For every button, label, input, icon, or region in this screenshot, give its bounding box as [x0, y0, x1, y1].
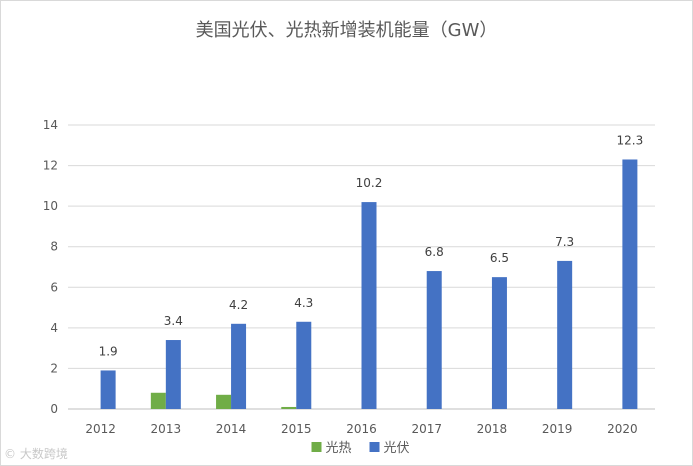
y-tick-label: 10 [43, 199, 58, 213]
data-labels: 1.9 3.4 4.2 4.3 10.2 6.8 6.5 7.3 12.3 [99, 133, 644, 358]
watermark: © 大数跨境 [4, 445, 68, 462]
data-label: 4.2 [229, 298, 248, 312]
legend: 光热 光伏 [311, 441, 410, 456]
legend-label: 光伏 [384, 441, 410, 456]
data-label: 10.2 [356, 176, 383, 190]
x-tick-label: 2015 [281, 422, 312, 436]
x-tick-label: 2018 [477, 422, 508, 436]
bar-光热-2014 [216, 394, 232, 409]
bars [100, 159, 638, 409]
bar-光伏-2012 [100, 370, 116, 409]
data-label: 6.8 [425, 245, 444, 259]
bar-光伏-2014 [231, 323, 247, 409]
bar-光伏-2020 [622, 159, 638, 409]
bar-光热-2015 [281, 406, 297, 409]
y-tick-label: 2 [50, 361, 58, 375]
y-tick-label: 12 [43, 159, 58, 173]
x-tick-label: 2020 [607, 422, 638, 436]
x-tick-label: 2012 [85, 422, 116, 436]
x-axis-ticks: 2012 2013 2014 2015 2016 2017 2018 2019 2020 [85, 422, 637, 436]
y-tick-label: 8 [50, 240, 58, 254]
data-label: 1.9 [99, 344, 118, 358]
bar-光伏-2017 [426, 271, 442, 409]
y-tick-label: 4 [50, 321, 58, 335]
y-axis-ticks: 0 2 4 6 8 10 12 14 [43, 118, 58, 416]
data-label: 4.3 [294, 296, 313, 310]
legend-swatch [369, 442, 380, 452]
x-tick-label: 2014 [216, 422, 247, 436]
bar-光伏-2016 [361, 202, 377, 409]
legend-swatch [311, 442, 322, 452]
data-label: 7.3 [555, 235, 574, 249]
watermark-logo-icon: © [4, 447, 16, 461]
bar-光伏-2015 [296, 321, 312, 409]
x-tick-label: 2017 [411, 422, 442, 436]
data-label: 6.5 [490, 251, 509, 265]
data-label: 12.3 [617, 133, 644, 147]
x-tick-label: 2019 [542, 422, 573, 436]
bar-光伏-2019 [557, 260, 573, 409]
legend-label: 光热 [326, 441, 352, 456]
bar-光伏-2018 [491, 277, 507, 409]
y-tick-label: 6 [50, 280, 58, 294]
x-tick-label: 2016 [346, 422, 377, 436]
bar-光热-2013 [150, 392, 166, 409]
x-tick-label: 2013 [151, 422, 182, 436]
data-label: 3.4 [164, 314, 183, 328]
y-tick-label: 0 [50, 402, 58, 416]
bar-光伏-2013 [165, 340, 181, 409]
chart-title: 美国光伏、光热新增装机能量（GW） [195, 20, 498, 41]
watermark-text: 大数跨境 [19, 447, 68, 461]
y-tick-label: 14 [43, 118, 58, 132]
